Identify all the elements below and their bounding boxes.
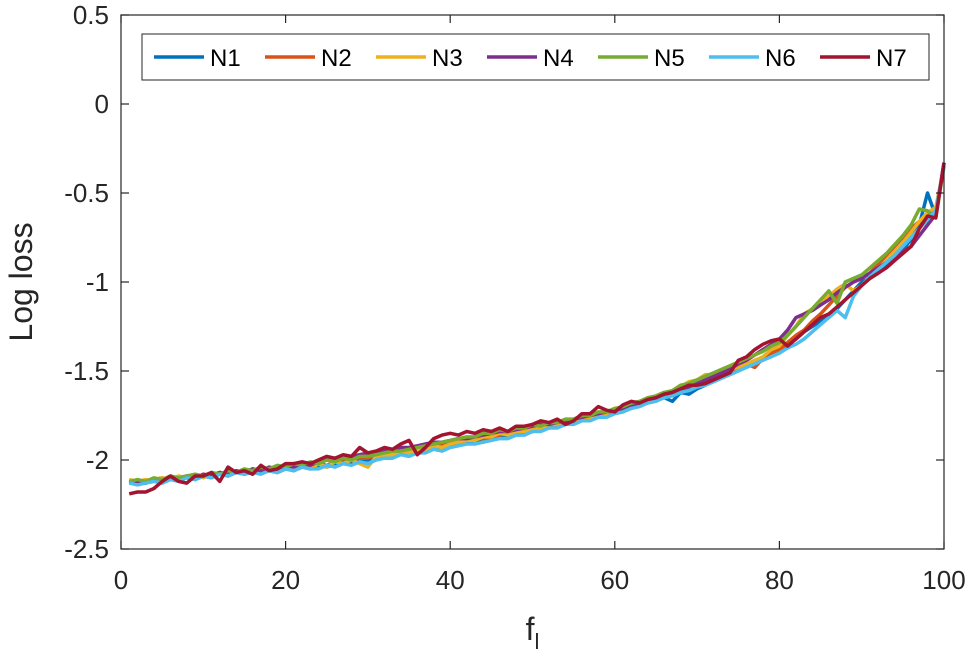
series-line-n6 [128, 165, 946, 487]
series-line-n7 [128, 162, 946, 496]
axis-ticks: 0 20 40 60 80 100 -2.5 -2 -1.5 -1 -0.5 0 0.5 [64, 0, 966, 595]
legend-label-n3: N3 [432, 45, 463, 72]
legend-label-n4: N4 [543, 45, 574, 72]
series-lines [128, 162, 946, 496]
y-tick-label: -2.5 [64, 534, 109, 564]
y-tick-label: -2 [86, 445, 109, 475]
legend-label-n5: N5 [654, 45, 685, 72]
legend: N1 N2 N3 N4 N5 N6 N7 [141, 33, 930, 81]
x-tick-label: 40 [436, 565, 465, 595]
legend-label-n1: N1 [210, 45, 241, 72]
legend-label-n2: N2 [321, 45, 352, 72]
x-tick-label: 60 [600, 565, 629, 595]
x-axis-label: fl [526, 611, 540, 654]
x-tick-label: 80 [765, 565, 794, 595]
legend-label-n6: N6 [765, 45, 796, 72]
x-tick-label: 20 [271, 565, 300, 595]
y-tick-label: -1 [86, 267, 109, 297]
x-tick-label: 0 [114, 565, 128, 595]
y-axis-label: Log loss [3, 222, 39, 341]
x-tick-label: 100 [922, 565, 965, 595]
x-axis-label-main: f [526, 611, 535, 647]
y-tick-label: 0.5 [73, 0, 109, 30]
y-tick-label: 0 [95, 89, 109, 119]
y-tick-label: -1.5 [64, 356, 109, 386]
x-axis-label-subscript: l [535, 629, 540, 654]
legend-label-n7: N7 [876, 45, 907, 72]
y-tick-label: -0.5 [64, 178, 109, 208]
